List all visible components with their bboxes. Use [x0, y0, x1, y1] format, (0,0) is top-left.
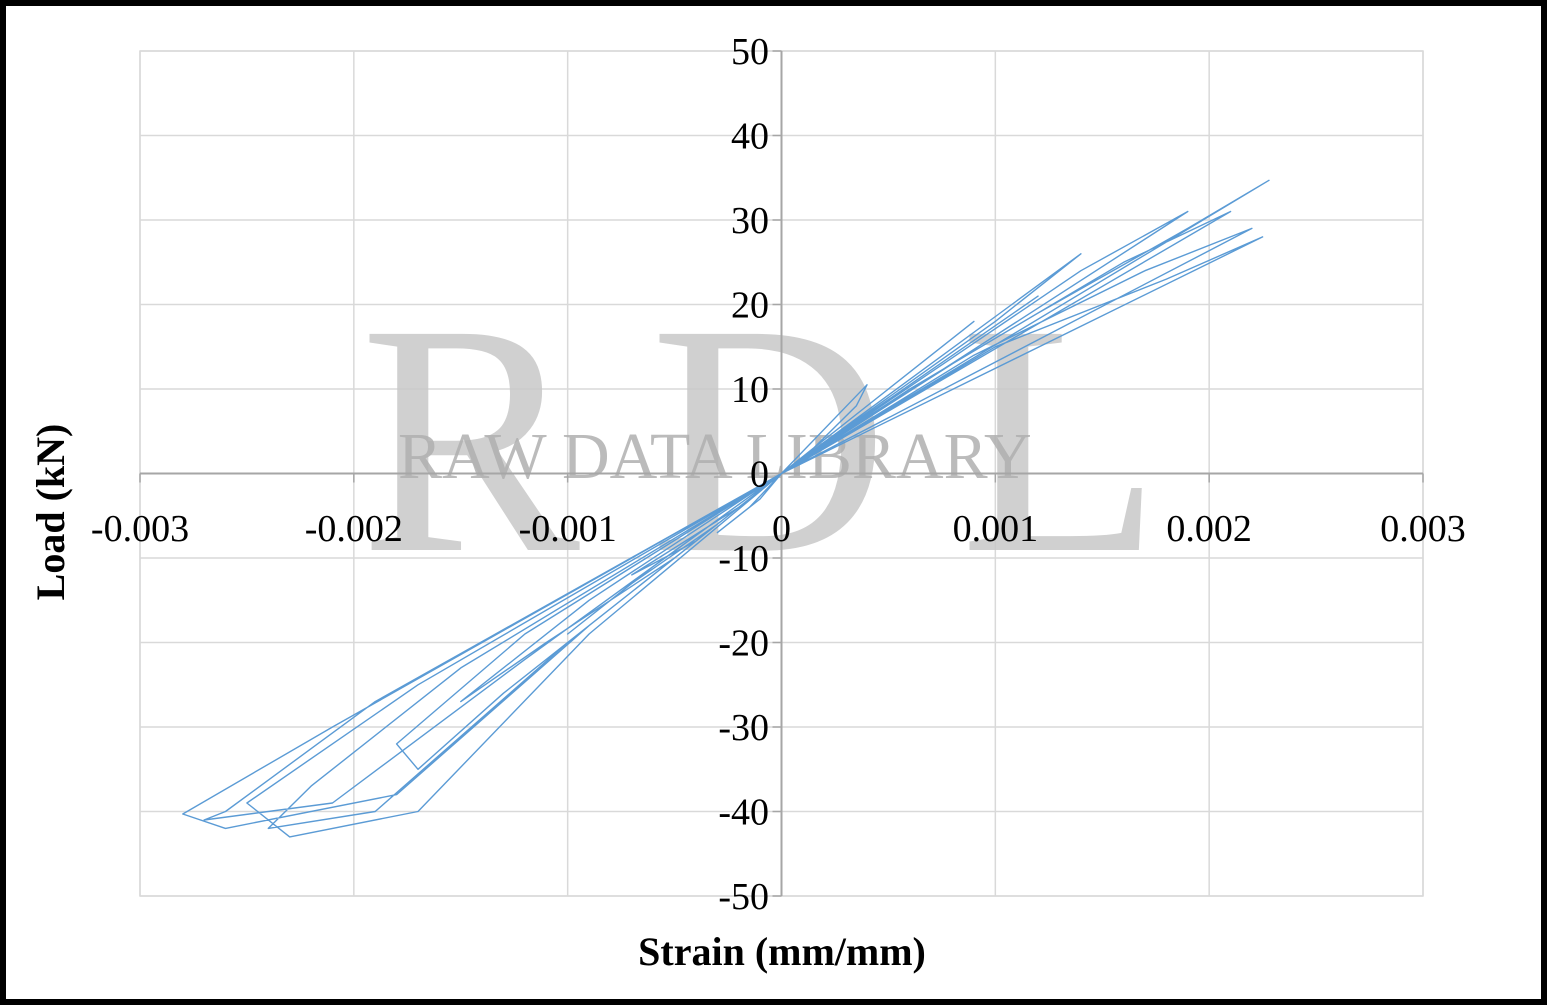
- watermark: R D L RAW DATA LIBRARY: [360, 257, 1162, 622]
- series-line: [182, 179, 1270, 838]
- y-tick-label: -10: [718, 538, 769, 580]
- y-tick-label: -40: [718, 792, 769, 834]
- y-tick-label: 30: [731, 200, 769, 242]
- watermark-logo-d: D: [650, 257, 888, 622]
- y-tick-label: 50: [731, 31, 769, 73]
- y-tick-label: 10: [731, 369, 769, 411]
- x-tick-label: -0.003: [91, 508, 189, 550]
- x-tick-label: 0: [772, 508, 791, 550]
- x-tick-label: 0.002: [1166, 508, 1252, 550]
- tick-labels: -0.003 -0.002 -0.001 0 0.001 0.002 0.003 50 40 30…: [91, 31, 1466, 918]
- x-axis-title: Strain (mm/mm): [638, 929, 926, 974]
- y-axis-title: Load (kN): [28, 424, 73, 601]
- watermark-caption: RAW DATA LIBRARY: [398, 420, 1032, 493]
- x-tick-label: 0.003: [1380, 508, 1466, 550]
- y-tick-label: -30: [718, 707, 769, 749]
- x-tick-label: 0.001: [953, 508, 1039, 550]
- y-tick-label: 40: [731, 116, 769, 158]
- series-group: [182, 179, 1270, 838]
- x-tick-label: -0.002: [305, 508, 403, 550]
- x-tick-label: -0.001: [519, 508, 617, 550]
- y-tick-label: 20: [731, 285, 769, 327]
- watermark-logo-r: R: [360, 257, 582, 622]
- y-tick-label: 0: [750, 454, 769, 496]
- y-tick-label: -50: [718, 876, 769, 918]
- y-tick-label: -20: [718, 623, 769, 665]
